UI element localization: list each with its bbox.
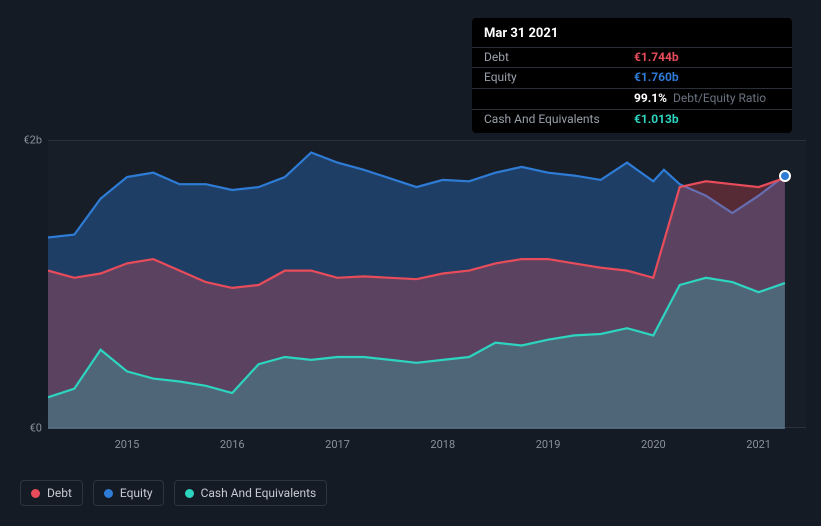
x-tick-label: 2017 — [325, 438, 350, 451]
tooltip-row-suffix: Debt/Equity Ratio — [673, 91, 766, 107]
tooltip-row-label: Equity — [484, 70, 634, 86]
tooltip-row-value: €1.760b — [634, 70, 679, 86]
tooltip-row: Cash And Equivalents€1.013b — [472, 109, 792, 130]
legend-label: Equity — [120, 486, 153, 500]
legend-item-cash-and-equivalents[interactable]: Cash And Equivalents — [174, 480, 328, 506]
tooltip-date: Mar 31 2021 — [472, 18, 792, 47]
tooltip-row-value: €1.744b — [634, 50, 679, 66]
chart-tooltip: Mar 31 2021 Debt€1.744bEquity€1.760b99.1… — [472, 18, 792, 133]
tooltip-row-label: Cash And Equivalents — [484, 112, 634, 128]
tooltip-row: 99.1% Debt/Equity Ratio — [472, 88, 792, 109]
x-tick-label: 2015 — [115, 438, 140, 451]
legend-item-equity[interactable]: Equity — [93, 480, 164, 506]
legend-item-debt[interactable]: Debt — [20, 480, 83, 506]
legend-dot-icon — [185, 489, 194, 498]
plot-area[interactable] — [48, 140, 806, 428]
chart-legend: Debt Equity Cash And Equivalents — [20, 480, 327, 506]
tooltip-row-value: €1.013b — [634, 112, 679, 128]
x-tick-label: 2021 — [746, 438, 771, 451]
legend-dot-icon — [104, 489, 113, 498]
hover-marker — [779, 170, 791, 182]
legend-label: Debt — [47, 486, 72, 500]
y-tick-label: €0 — [0, 422, 42, 435]
x-tick-label: 2019 — [536, 438, 561, 451]
tooltip-row: Equity€1.760b — [472, 67, 792, 88]
x-tick-label: 2016 — [220, 438, 245, 451]
tooltip-row-value: 99.1% — [634, 91, 667, 107]
x-tick-label: 2018 — [430, 438, 455, 451]
y-tick-label: €2b — [0, 134, 42, 147]
legend-label: Cash And Equivalents — [201, 486, 317, 500]
tooltip-row-label: Debt — [484, 50, 634, 66]
tooltip-row: Debt€1.744b — [472, 47, 792, 68]
legend-dot-icon — [31, 489, 40, 498]
x-tick-label: 2020 — [641, 438, 666, 451]
